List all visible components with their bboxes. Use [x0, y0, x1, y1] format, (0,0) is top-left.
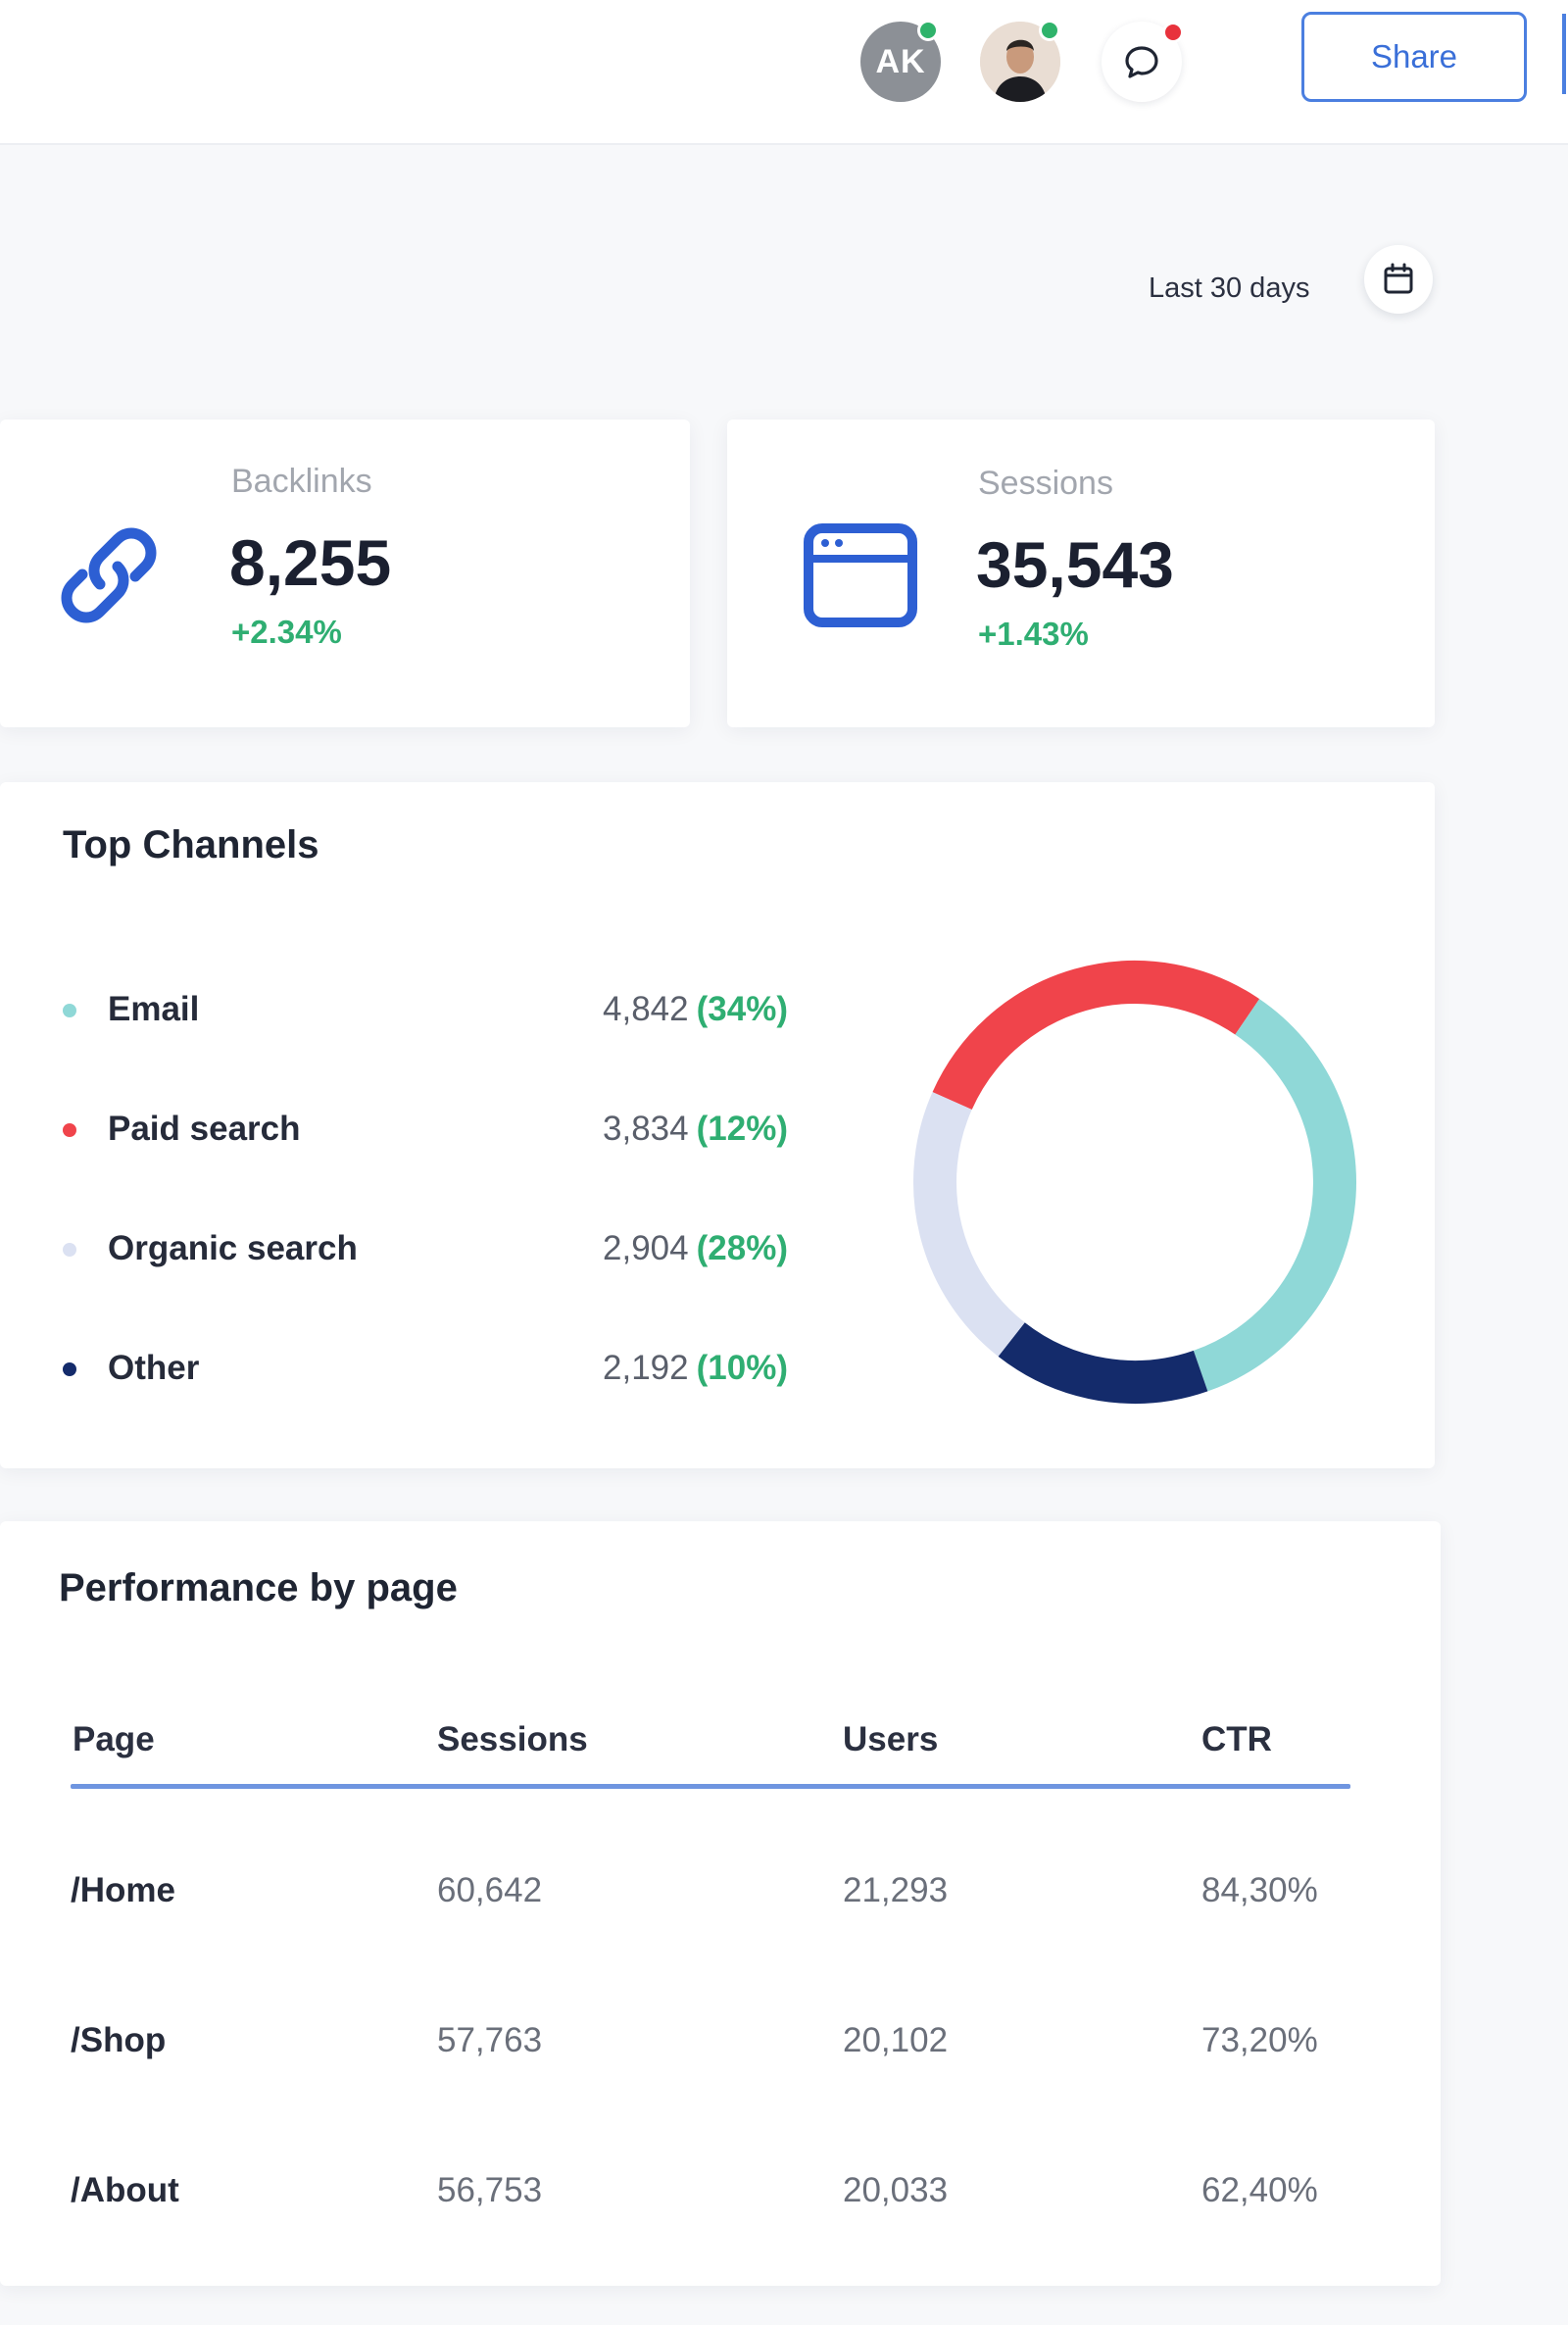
- channel-count: 4,842: [603, 990, 689, 1028]
- channel-value: 4,842 (34%): [603, 990, 788, 1029]
- channel-name: Organic search: [108, 1229, 358, 1267]
- table-cell-page: /Shop: [71, 2021, 167, 2059]
- kpi-change: +1.43%: [978, 616, 1089, 652]
- channel-name: Other: [108, 1349, 200, 1387]
- top-channels-card: Top Channels Email 4,842 (34%) Paid searc…: [0, 782, 1435, 1468]
- card-title: Performance by page: [59, 1566, 458, 1609]
- performance-card: Performance by page: [0, 1521, 1441, 2286]
- top-bar: AK Share: [0, 0, 1568, 145]
- channel-name: Email: [108, 990, 200, 1028]
- kpi-label: Backlinks: [231, 463, 372, 500]
- channel-percent: (34%): [696, 990, 788, 1028]
- chat-bubble-icon: [1125, 46, 1158, 78]
- channel-percent: (12%): [696, 1110, 788, 1148]
- table-cell-sessions: 60,642: [437, 1871, 543, 1909]
- legend-dot: [63, 1362, 76, 1376]
- avatar-initials: AK: [875, 42, 926, 80]
- presence-indicator: [917, 20, 939, 41]
- kpi-change: +2.34%: [231, 614, 342, 650]
- donut-segment-email: [1193, 999, 1356, 1392]
- table-cell-ctr: 84,30%: [1201, 1871, 1318, 1909]
- channel-name: Paid search: [108, 1110, 301, 1148]
- kpi-card-backlinks: Backlinks 8,255 +2.34%: [0, 420, 690, 727]
- kpi-card-sessions: Sessions 35,543 +1.43%: [727, 420, 1435, 727]
- table-cell-users: 20,102: [843, 2021, 949, 2059]
- channel-row-paid-search: Paid search 3,834 (12%): [63, 1104, 788, 1153]
- table-cell-sessions: 56,753: [437, 2171, 543, 2209]
- browser-window-icon: [804, 523, 917, 627]
- calendar-icon: [1384, 263, 1413, 294]
- channel-count: 3,834: [603, 1110, 689, 1148]
- table-cell-sessions: 57,763: [437, 2021, 543, 2059]
- presence-indicator: [1039, 20, 1060, 41]
- kpi-value: 8,255: [229, 526, 392, 599]
- link-icon: [61, 527, 157, 623]
- channel-row-other: Other 2,192 (10%): [63, 1343, 788, 1392]
- table-cell-page: /Home: [71, 1871, 175, 1909]
- card-title: Top Channels: [63, 823, 319, 866]
- column-header-page[interactable]: Page: [73, 1720, 155, 1758]
- legend-dot: [63, 1004, 76, 1017]
- donut-segment-other: [998, 1321, 1208, 1404]
- donut-segment-organic-search: [913, 1092, 1026, 1357]
- share-button[interactable]: Share: [1301, 12, 1527, 102]
- column-header-ctr[interactable]: CTR: [1201, 1720, 1272, 1758]
- edge-divider: [1562, 14, 1566, 94]
- date-range-button[interactable]: [1364, 245, 1433, 314]
- date-range-label: Last 30 days: [1149, 272, 1310, 304]
- table-cell-users: 21,293: [843, 1871, 949, 1909]
- channel-row-organic-search: Organic search 2,904 (28%): [63, 1223, 788, 1272]
- channel-percent: (10%): [696, 1349, 788, 1387]
- notification-badge: [1162, 22, 1184, 43]
- column-header-users[interactable]: Users: [843, 1720, 939, 1758]
- channel-percent: (28%): [696, 1229, 788, 1267]
- channel-value: 2,904 (28%): [603, 1229, 788, 1268]
- channels-donut-chart: [913, 961, 1356, 1404]
- kpi-value: 35,543: [976, 528, 1174, 601]
- share-button-label: Share: [1370, 38, 1458, 74]
- channel-value: 3,834 (12%): [603, 1110, 788, 1149]
- kpi-label: Sessions: [978, 465, 1113, 502]
- channel-count: 2,192: [603, 1349, 689, 1387]
- table-cell-ctr: 73,20%: [1201, 2021, 1318, 2059]
- column-header-sessions[interactable]: Sessions: [437, 1720, 588, 1758]
- table-cell-users: 20,033: [843, 2171, 949, 2209]
- legend-dot: [63, 1123, 76, 1137]
- table-cell-page: /About: [71, 2171, 179, 2209]
- channel-row-email: Email 4,842 (34%): [63, 984, 788, 1033]
- channel-count: 2,904: [603, 1229, 689, 1267]
- table-header-rule: [71, 1784, 1350, 1789]
- donut-segment-paid-search: [932, 961, 1260, 1111]
- legend-dot: [63, 1243, 76, 1257]
- table-cell-ctr: 62,40%: [1201, 2171, 1318, 2209]
- channel-value: 2,192 (10%): [603, 1349, 788, 1388]
